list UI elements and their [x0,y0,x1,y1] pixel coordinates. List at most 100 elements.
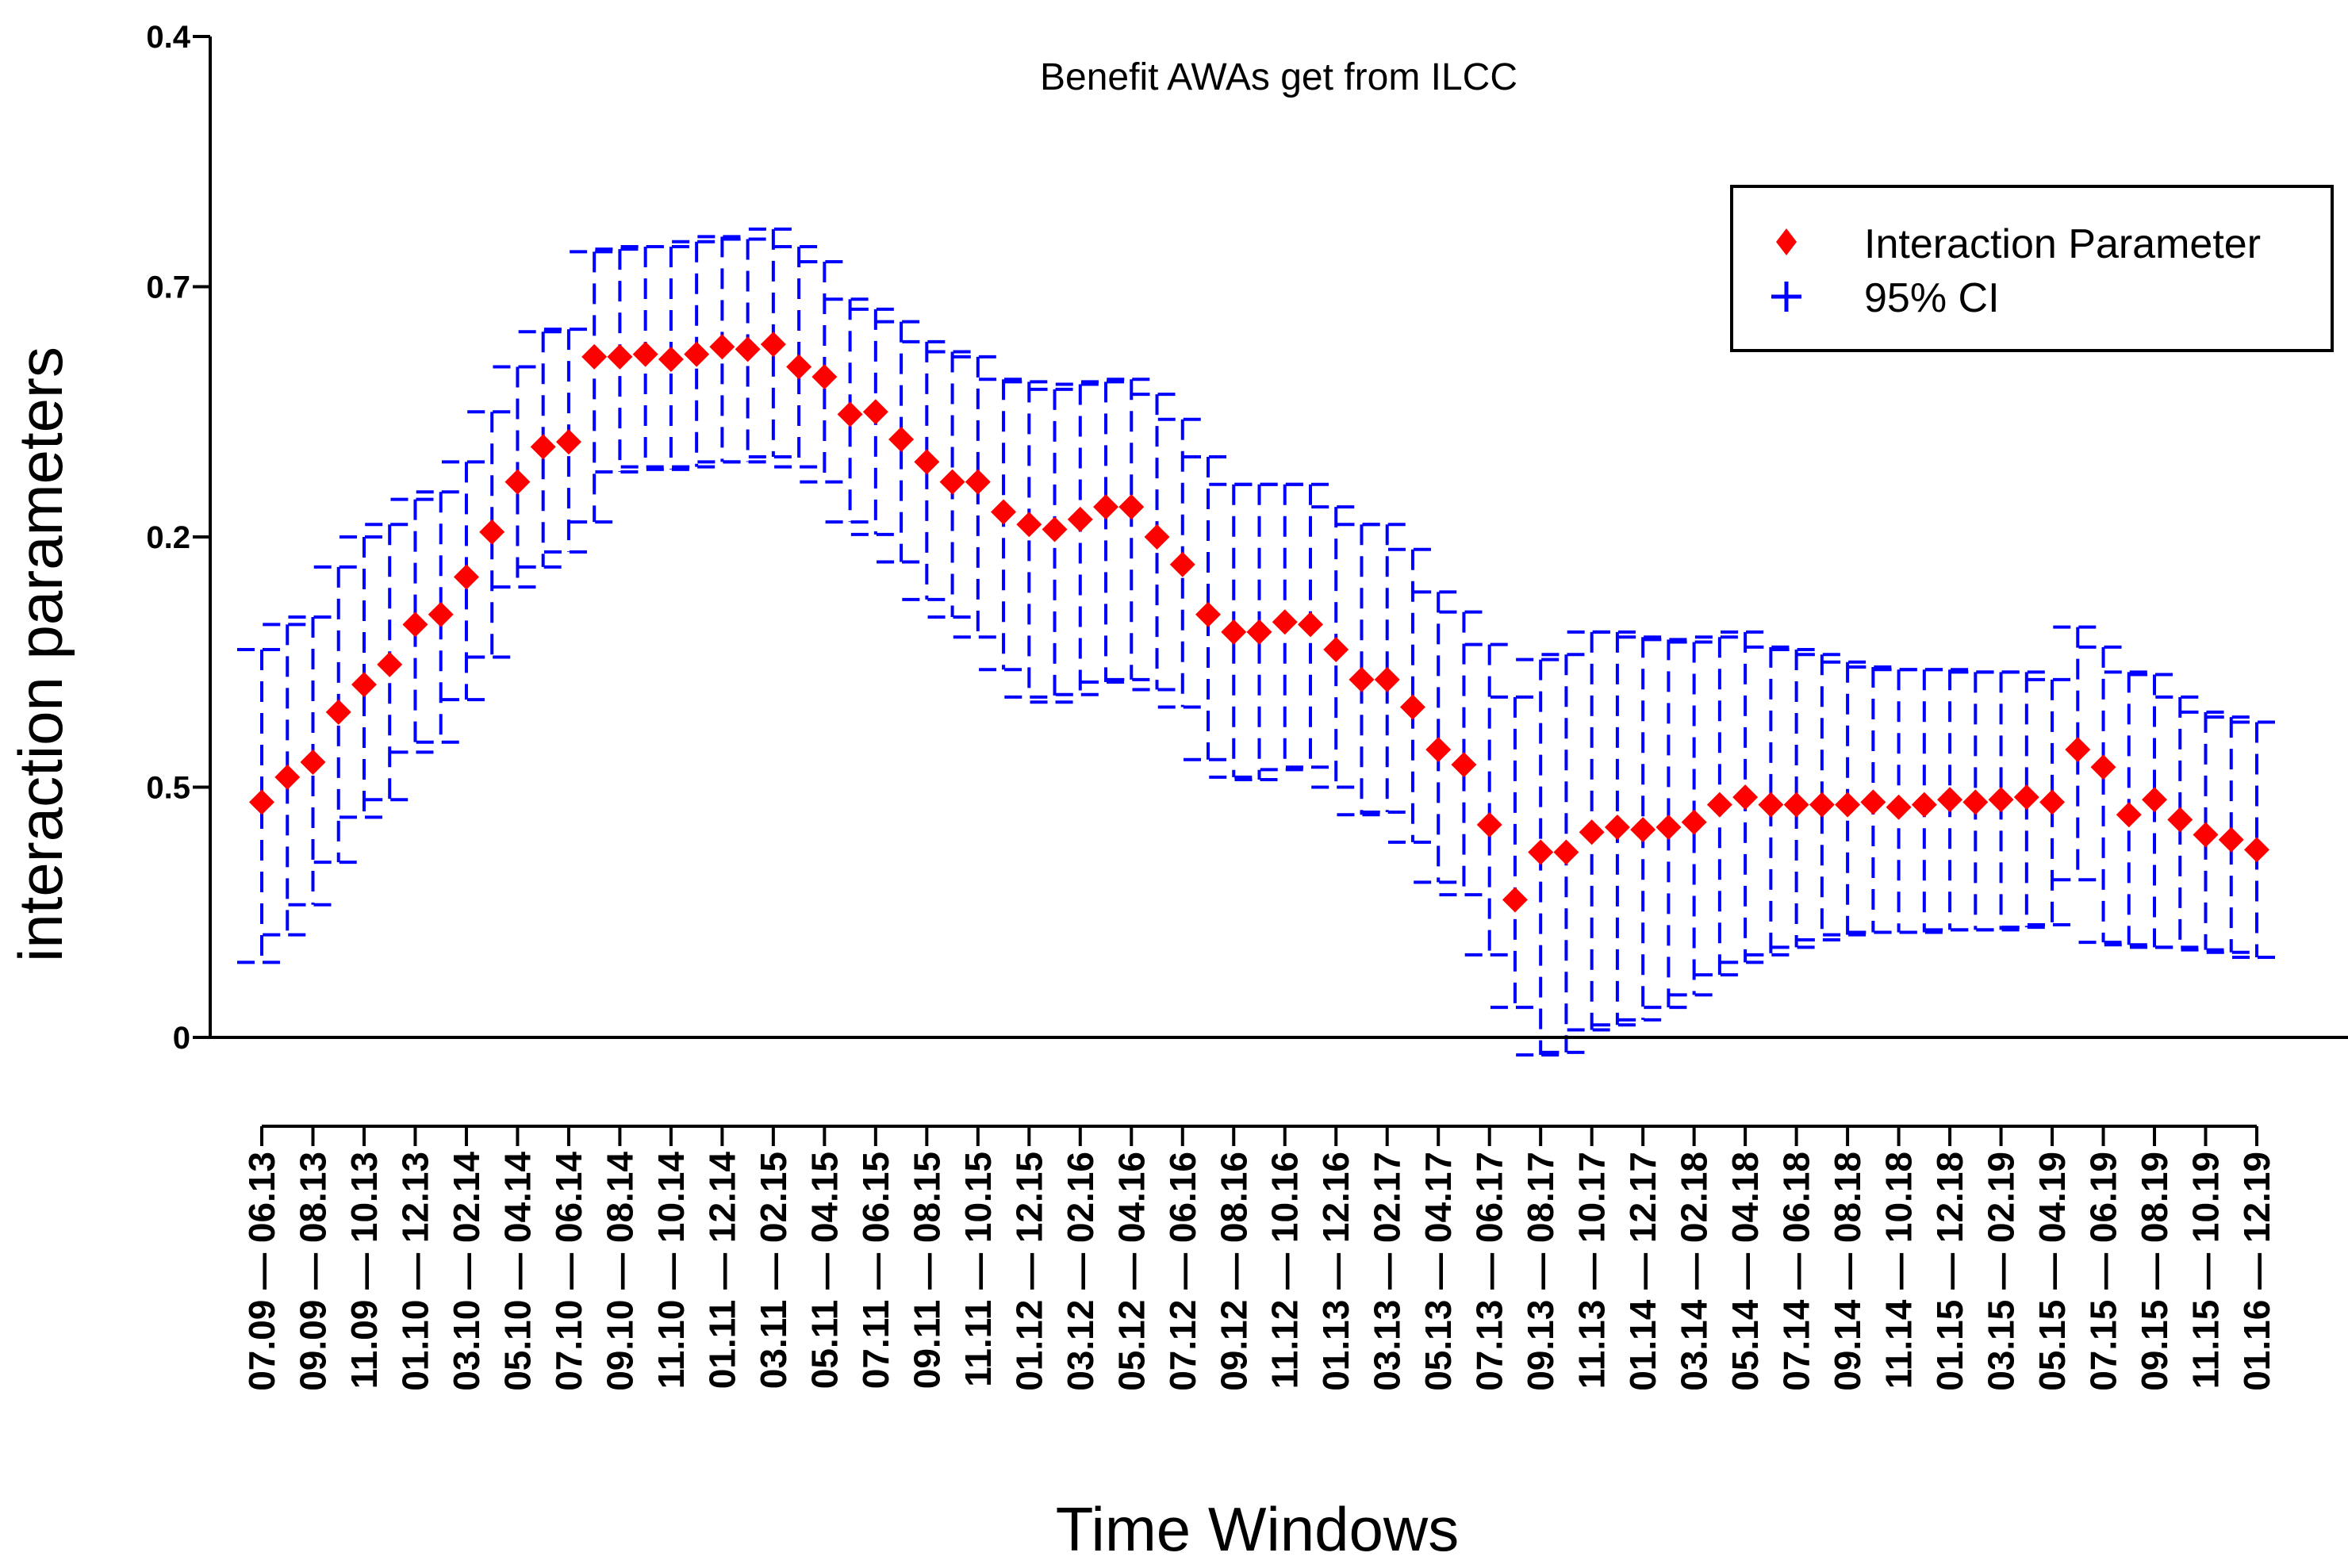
data-point [1553,839,1579,865]
y-tick-label: 0.7 [146,270,190,305]
data-point [735,336,761,362]
data-point [1374,666,1400,692]
x-tick-label: 11.09 — 10.13 [343,1152,385,1389]
data-point [1988,787,2014,813]
data-point [1093,494,1119,520]
data-point [1579,819,1605,845]
data-point [1221,619,1247,645]
data-point [1706,792,1732,818]
data-point [479,519,505,545]
data-point [709,334,735,360]
data-point [786,354,812,380]
x-tick-label: 03.15 — 02.19 [1981,1152,2022,1391]
data-point [351,672,377,698]
x-tick-label: 05.13 — 04.17 [1418,1152,1459,1391]
data-point [1937,787,1963,813]
data-point [1835,792,1861,818]
x-tick-label: 09.10 — 08.14 [599,1152,640,1391]
data-point [377,651,403,677]
data-point [1451,752,1477,778]
chart-title: Benefit AWAs get from ILCC [1040,56,1517,98]
x-tick-label: 01.10 — 12.13 [394,1152,435,1391]
data-point [1886,794,1912,820]
data-point [1809,792,1835,818]
legend: Interaction Parameter 95% CI [1730,185,2334,352]
data-point [1732,784,1759,811]
x-tick-label: 03.12 — 02.16 [1060,1152,1101,1391]
x-tick-label: 07.11 — 06.15 [855,1152,896,1389]
data-point [991,499,1017,525]
data-point [1195,601,1222,627]
data-point [1169,551,1195,577]
data-point [2065,737,2091,763]
x-tick-label: 05.12 — 04.16 [1111,1152,1152,1391]
data-point [1681,809,1707,835]
data-point [2039,789,2066,815]
data-point [2142,787,2168,813]
data-point [1144,524,1170,550]
data-point [2218,826,2244,853]
x-tick-label: 05.15 — 04.19 [2031,1152,2073,1391]
data-point [274,764,301,790]
x-tick-label: 01.14 — 12.17 [1622,1152,1663,1391]
data-point [249,789,274,815]
data-point [325,699,351,725]
data-point [2244,837,2269,863]
legend-plus-icon [1771,282,1801,312]
data-point [1502,887,1528,913]
data-point [1399,694,1425,720]
data-point [939,469,965,495]
data-point [1783,792,1809,818]
x-tick-label: 11.15 — 10.19 [2185,1152,2227,1389]
x-tick-label: 01.12 — 12.15 [1008,1152,1049,1391]
data-point [1911,792,1937,818]
data-point [1297,611,1323,638]
data-point [684,341,710,367]
data-point [1528,839,1554,865]
x-tick-label: 09.11 — 08.15 [906,1152,947,1389]
data-point [1272,609,1298,635]
data-point [1630,817,1656,843]
x-tick-label: 09.12 — 08.16 [1213,1152,1254,1391]
data-point [1655,814,1682,840]
data-point [914,449,940,475]
y-tick-label: 0.5 [146,771,190,806]
x-tick-label: 07.09 — 06.13 [241,1152,282,1391]
x-tick-label: 01.13 — 12.16 [1315,1152,1356,1391]
legend-diamond-icon [1776,228,1797,255]
x-tick-label: 03.10 — 02.14 [446,1152,487,1391]
x-tick-label: 03.13 — 02.17 [1367,1152,1408,1391]
legend-label-95-ci: 95% CI [1864,275,2000,321]
x-tick-label: 11.10 — 10.14 [650,1152,692,1390]
legend-label-interaction-parameter: Interaction Parameter [1864,221,2261,267]
data-point [632,341,658,367]
data-point [555,429,581,455]
data-point [1323,636,1349,662]
data-point [402,611,428,638]
data-point [965,469,991,495]
y-tick-label: 0.4 [146,20,190,55]
x-tick-label: 11.14 — 10.18 [1878,1152,1920,1389]
data-point [2167,807,2193,833]
x-axis-title: Time Windows [1056,1494,1460,1564]
x-tick-label: 07.12 — 06.16 [1162,1152,1203,1391]
x-tick-label: 01.16 — 12.19 [2236,1152,2277,1391]
legend-box [1730,185,2334,352]
data-point [607,343,633,370]
x-tick-label: 03.14 — 02.18 [1674,1152,1715,1391]
x-tick-label: 03.11 — 02.15 [753,1152,794,1389]
x-tick-label: 05.11 — 04.15 [804,1152,845,1389]
data-point [1476,811,1502,838]
data-point [1016,512,1042,538]
data-point [1425,737,1452,763]
y-axis-ticks: 0.4 0.7 0.2 0.5 0 [146,20,210,1056]
data-point [811,364,838,390]
x-tick-label: 05.10 — 04.14 [497,1152,538,1391]
x-tick-label: 05.14 — 04.18 [1725,1152,1766,1391]
data-point [505,469,531,495]
data-point [888,426,915,452]
data-point [581,343,608,370]
data-point [1349,666,1375,692]
